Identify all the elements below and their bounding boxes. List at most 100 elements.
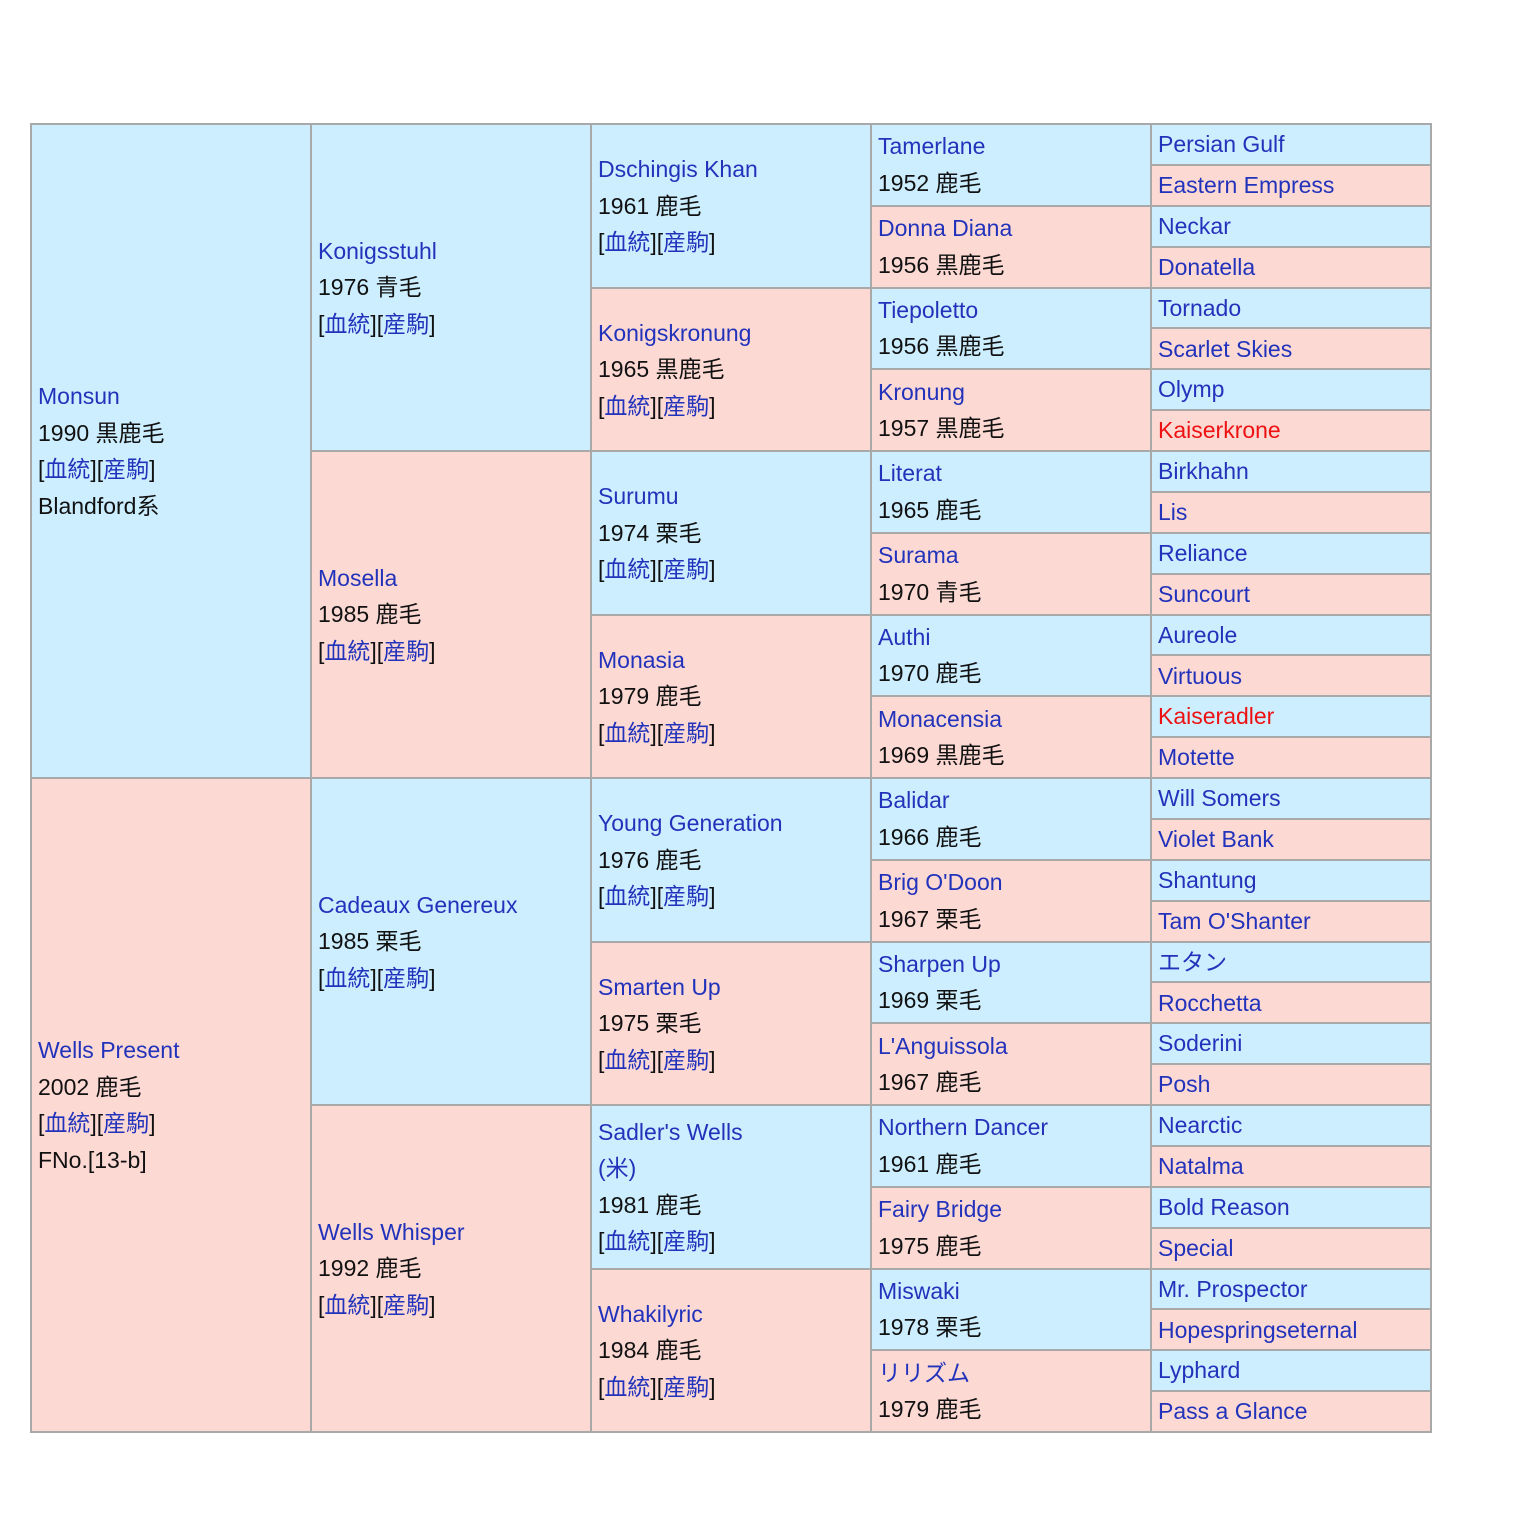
progeny-link[interactable]: 産駒	[663, 392, 710, 419]
horse-name-link[interactable]: Donatella	[1158, 253, 1256, 280]
birth-year-color-line: 1961 鹿毛	[878, 1146, 1144, 1183]
horse-name-link[interactable]: Scarlet Skies	[1158, 335, 1293, 362]
pedigree-link[interactable]: 血統	[324, 1291, 371, 1318]
horse-name-link[interactable]: Young Generation	[598, 810, 783, 836]
horse-name-link[interactable]: Donna Diana	[878, 215, 1013, 242]
pedigree-link[interactable]: 血統	[604, 1046, 651, 1073]
horse-name-link[interactable]: Bold Reason	[1158, 1193, 1290, 1220]
horse-name-link[interactable]: Fairy Bridge	[878, 1196, 1002, 1223]
horse-name-link[interactable]: Reliance	[1158, 539, 1248, 566]
horse-name-link[interactable]: Konigsstuhl	[318, 237, 437, 264]
progeny-link[interactable]: 産駒	[663, 1373, 710, 1400]
horse-name-link[interactable]: Tornado	[1158, 294, 1242, 321]
horse-name-link[interactable]: Hopespringseternal	[1158, 1316, 1358, 1343]
pedigree-cell-lis: Lis	[1150, 490, 1432, 534]
horse-name-link[interactable]: Neckar	[1158, 212, 1231, 239]
horse-name-link[interactable]: Dschingis Khan	[598, 156, 758, 182]
horse-name-link[interactable]: Pass a Glance	[1158, 1398, 1308, 1425]
pedigree-link[interactable]: 血統	[324, 637, 371, 664]
horse-name-link[interactable]: Whakilyric	[598, 1300, 703, 1327]
pedigree-link[interactable]: 血統	[44, 456, 91, 482]
horse-name-link[interactable]: Nearctic	[1158, 1112, 1243, 1139]
horse-name-link[interactable]: Lyphard	[1158, 1357, 1241, 1384]
progeny-link[interactable]: 産駒	[663, 1228, 710, 1255]
pedigree-link[interactable]: 血統	[604, 556, 651, 582]
pedigree-link[interactable]: 血統	[604, 392, 651, 419]
horse-name-link[interactable]: リリズム	[878, 1359, 970, 1386]
pedigree-link[interactable]: 血統	[604, 883, 651, 909]
progeny-link[interactable]: 産駒	[663, 556, 710, 582]
horse-name-link[interactable]: Sadler's Wells	[598, 1118, 743, 1145]
horse-name-link[interactable]: Miswaki	[878, 1277, 960, 1304]
horse-name-link[interactable]: Birkhahn	[1158, 458, 1249, 485]
horse-name-link[interactable]: Monacensia	[878, 705, 1003, 732]
progeny-link[interactable]: 産駒	[383, 964, 430, 991]
pedigree-link[interactable]: 血統	[324, 964, 371, 991]
horse-name-link[interactable]: Mosella	[318, 564, 398, 591]
birth-year-coat-color: 1990 黒鹿毛	[38, 419, 165, 446]
pedigree-link[interactable]: 血統	[604, 719, 651, 746]
horse-name-link[interactable]: Eastern Empress	[1158, 172, 1335, 199]
progeny-link[interactable]: 産駒	[103, 1110, 150, 1136]
horse-name-link[interactable]: Monsun	[38, 383, 120, 409]
country-link[interactable]: (米)	[598, 1155, 637, 1182]
pedigree-link[interactable]: 血統	[604, 1373, 651, 1400]
horse-name-link[interactable]: Aureole	[1158, 621, 1238, 648]
horse-name-link[interactable]: Violet Bank	[1158, 826, 1274, 853]
horse-name-link[interactable]: Persian Gulf	[1158, 131, 1285, 158]
birth-year-coat-color: 1967 栗毛	[878, 905, 982, 932]
progeny-link[interactable]: 産駒	[663, 1046, 710, 1073]
progeny-link[interactable]: 産駒	[383, 637, 430, 664]
horse-name-link[interactable]: Shantung	[1158, 866, 1257, 893]
pedigree-link[interactable]: 血統	[44, 1110, 91, 1136]
progeny-link[interactable]: 産駒	[383, 310, 430, 337]
horse-name-link[interactable]: Special	[1158, 1234, 1234, 1261]
birth-year-color-line: 1969 黒鹿毛	[878, 737, 1144, 774]
horse-name-link[interactable]: Suncourt	[1158, 580, 1251, 607]
horse-name-link[interactable]: Kaiseradler	[1158, 703, 1275, 730]
horse-name-link[interactable]: Surama	[878, 542, 959, 569]
birth-year-color-line: 1965 鹿毛	[878, 492, 1144, 529]
pedigree-link[interactable]: 血統	[604, 229, 651, 255]
horse-name-link[interactable]: Brig O'Doon	[878, 869, 1003, 896]
horse-name-link[interactable]: Kaiserkrone	[1158, 417, 1281, 444]
horse-name-link[interactable]: Tam O'Shanter	[1158, 907, 1311, 934]
horse-name-link[interactable]: Tamerlane	[878, 133, 986, 160]
horse-name-link[interactable]: Literat	[878, 460, 942, 487]
horse-name-link[interactable]: Olymp	[1158, 376, 1225, 403]
horse-name-link[interactable]: L'Anguissola	[878, 1032, 1008, 1059]
horse-name-link[interactable]: Kronung	[878, 378, 965, 405]
horse-name-link[interactable]: Virtuous	[1158, 662, 1242, 689]
progeny-link[interactable]: 産駒	[663, 883, 710, 909]
horse-name-link[interactable]: Balidar	[878, 787, 950, 814]
horse-name-link[interactable]: Wells Present	[38, 1037, 180, 1063]
birth-year-color-line: 1979 鹿毛	[878, 1391, 1144, 1428]
horse-name-link[interactable]: Sharpen Up	[878, 950, 1001, 977]
pedigree-link[interactable]: 血統	[604, 1228, 651, 1255]
progeny-link[interactable]: 産駒	[663, 229, 710, 255]
horse-name-link[interactable]: エタン	[1158, 948, 1227, 975]
horse-name-link[interactable]: Northern Dancer	[878, 1114, 1049, 1141]
horse-name-link[interactable]: Motette	[1158, 744, 1235, 771]
horse-name-link[interactable]: Authi	[878, 623, 931, 650]
horse-name-link[interactable]: Smarten Up	[598, 973, 721, 1000]
horse-name-link[interactable]: Rocchetta	[1158, 989, 1262, 1016]
horse-name-link[interactable]: Tiepoletto	[878, 296, 979, 323]
horse-name-link[interactable]: Surumu	[598, 483, 679, 509]
horse-name-link[interactable]: Cadeaux Genereux	[318, 891, 518, 918]
horse-name-link[interactable]: Lis	[1158, 499, 1188, 526]
horse-name-link[interactable]: Will Somers	[1158, 785, 1281, 812]
horse-name-link[interactable]: Soderini	[1158, 1030, 1243, 1057]
horse-name-link[interactable]: Mr. Prospector	[1158, 1275, 1308, 1302]
horse-name-link[interactable]: Konigskronung	[598, 319, 752, 346]
horse-name-link[interactable]: Wells Whisper	[318, 1218, 465, 1245]
horse-name-link[interactable]: Posh	[1158, 1071, 1211, 1098]
pedigree-cell-wells-whisper: Wells Whisper 1992 鹿毛 [血統][産駒]	[310, 1104, 592, 1433]
progeny-link[interactable]: 産駒	[103, 456, 150, 482]
birth-year-color-line: 1970 鹿毛	[878, 655, 1144, 692]
pedigree-link[interactable]: 血統	[324, 310, 371, 337]
horse-name-link[interactable]: Monasia	[598, 646, 685, 673]
progeny-link[interactable]: 産駒	[383, 1291, 430, 1318]
horse-name-link[interactable]: Natalma	[1158, 1153, 1244, 1180]
progeny-link[interactable]: 産駒	[663, 719, 710, 746]
